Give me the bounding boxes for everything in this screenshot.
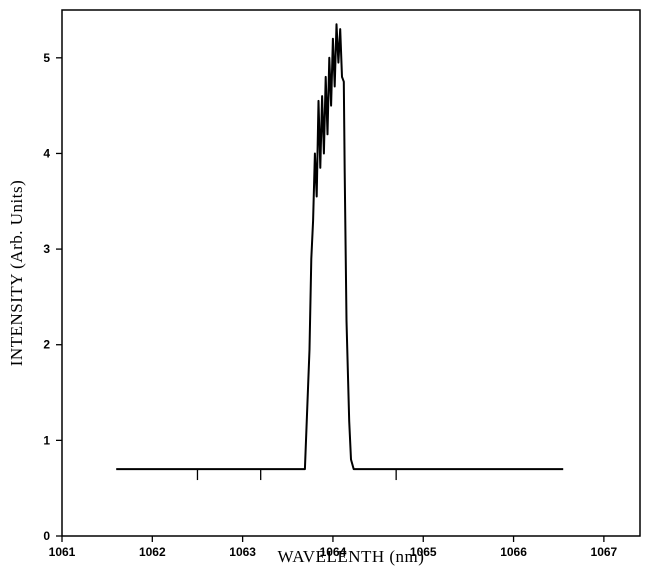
series-line [116,23,564,471]
x-tick-label: 1064 [320,545,347,559]
plot-axes [61,9,641,537]
y-axis-title: INTENSITY (Arb. Units) [7,180,26,366]
y-tick-label: 5 [43,51,50,65]
y-tick-label: 0 [43,529,50,543]
x-tick-label: 1067 [591,545,618,559]
x-tick-label: 1062 [139,545,166,559]
x-tick-label: 1065 [410,545,437,559]
x-tick-label: 1066 [500,545,527,559]
x-tick-label: 1063 [229,545,256,559]
y-tick-label: 2 [43,338,50,352]
y-tick-label: 4 [43,146,50,160]
y-tick-label: 1 [43,433,50,447]
y-axis-ticks: 0 1 2 3 4 5 [43,51,62,543]
plot-frame [61,9,641,537]
x-axis-title: WAVELENTH (nm) [278,547,425,566]
data-series [116,23,564,481]
x-axis-ticks: 1061 1062 1063 1064 1065 1066 1067 [49,536,618,559]
y-tick-label: 3 [43,242,50,256]
x-tick-label: 1061 [49,545,76,559]
